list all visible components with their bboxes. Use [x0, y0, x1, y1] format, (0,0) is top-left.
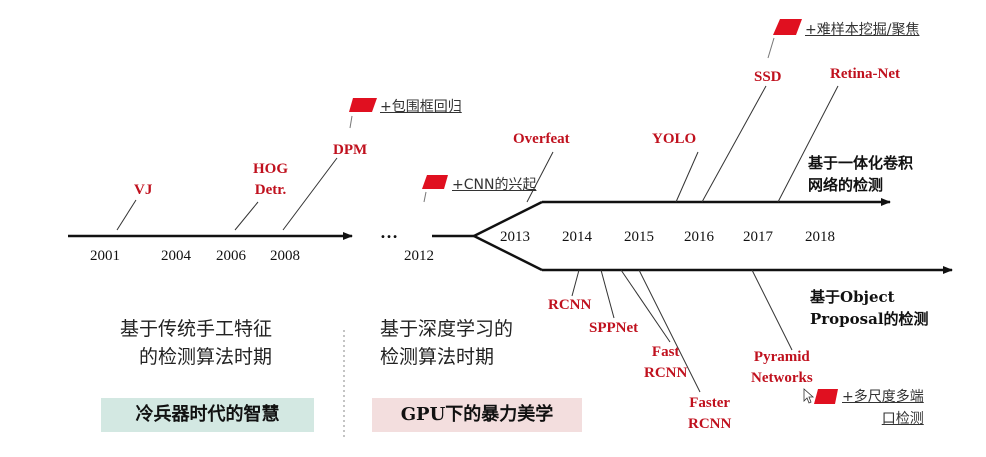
- note-cnn-rise: +CNN的兴起: [452, 177, 537, 193]
- hog-leader: [234, 201, 259, 231]
- overfeat-leader: [526, 151, 554, 203]
- branch-up-line: [473, 200, 543, 238]
- method-faster-rcnn: Faster RCNN: [688, 395, 732, 432]
- era-deep-description: 基于深度学习的 检测算法时期: [380, 318, 514, 368]
- yolo-leader: [675, 151, 699, 203]
- retina-leader: [777, 85, 839, 203]
- method-hog: HOG Detr.: [253, 161, 289, 198]
- sppnet-leader: [600, 269, 615, 319]
- note-multiscale: +多尺度多端 口检测: [842, 389, 924, 427]
- year-label-2006: 2006: [216, 248, 246, 264]
- faster-rcnn-leader: [638, 269, 701, 393]
- method-dpm: DPM: [333, 142, 368, 158]
- note-hard-mining: +难样本挖掘/聚焦: [805, 22, 920, 38]
- flag-icon: [814, 389, 838, 404]
- method-rcnn: RCNN: [548, 297, 592, 313]
- method-pyramid-networks: Pyramid Networks: [751, 349, 813, 386]
- timeline-ellipsis: …: [380, 222, 398, 242]
- branch-down-line: [473, 234, 543, 272]
- vj-leader: [116, 199, 137, 231]
- mouse-cursor-icon: [803, 388, 815, 404]
- year-label-2016: 2016: [684, 229, 714, 245]
- era-traditional-description: 基于传统手工特征 的检测算法时期: [120, 318, 273, 368]
- fast-rcnn-leader: [620, 269, 671, 343]
- year-label-2004: 2004: [161, 248, 191, 264]
- note-bbox-regression: +包围框回归: [380, 99, 462, 115]
- year-label-2008: 2008: [270, 248, 300, 264]
- rcnn-leader: [571, 269, 580, 297]
- method-ssd: SSD: [754, 69, 782, 85]
- flag-icon: [422, 175, 448, 203]
- method-overfeat: Overfeat: [513, 131, 570, 147]
- method-fast-rcnn: Fast RCNN: [644, 344, 688, 381]
- method-vj: VJ: [134, 182, 153, 198]
- method-sppnet: SPPNet: [589, 320, 639, 336]
- year-label-2013: 2013: [500, 229, 530, 245]
- year-label-2012: 2012: [404, 248, 434, 264]
- year-label-2018: 2018: [805, 229, 835, 245]
- year-label-2014: 2014: [562, 229, 592, 245]
- era-box-traditional: 冷兵器时代的智慧: [101, 398, 314, 432]
- ssd-leader: [701, 85, 767, 203]
- fpn-leader: [751, 269, 793, 351]
- branch-label-one-stage: 基于一体化卷积 网络的检测: [808, 154, 914, 194]
- dpm-leader: [282, 157, 338, 231]
- branch-label-two-stage: 基于Object Proposal的检测: [810, 288, 929, 328]
- method-retina-net: Retina-Net: [830, 66, 900, 82]
- flag-icon: [767, 19, 802, 59]
- year-label-2015: 2015: [624, 229, 654, 245]
- flag-icon: [349, 98, 377, 129]
- year-label-2001: 2001: [90, 248, 120, 264]
- year-label-2017: 2017: [743, 229, 773, 245]
- era-box-deep: GPU下的暴力美学: [372, 398, 582, 432]
- method-yolo: YOLO: [652, 131, 697, 147]
